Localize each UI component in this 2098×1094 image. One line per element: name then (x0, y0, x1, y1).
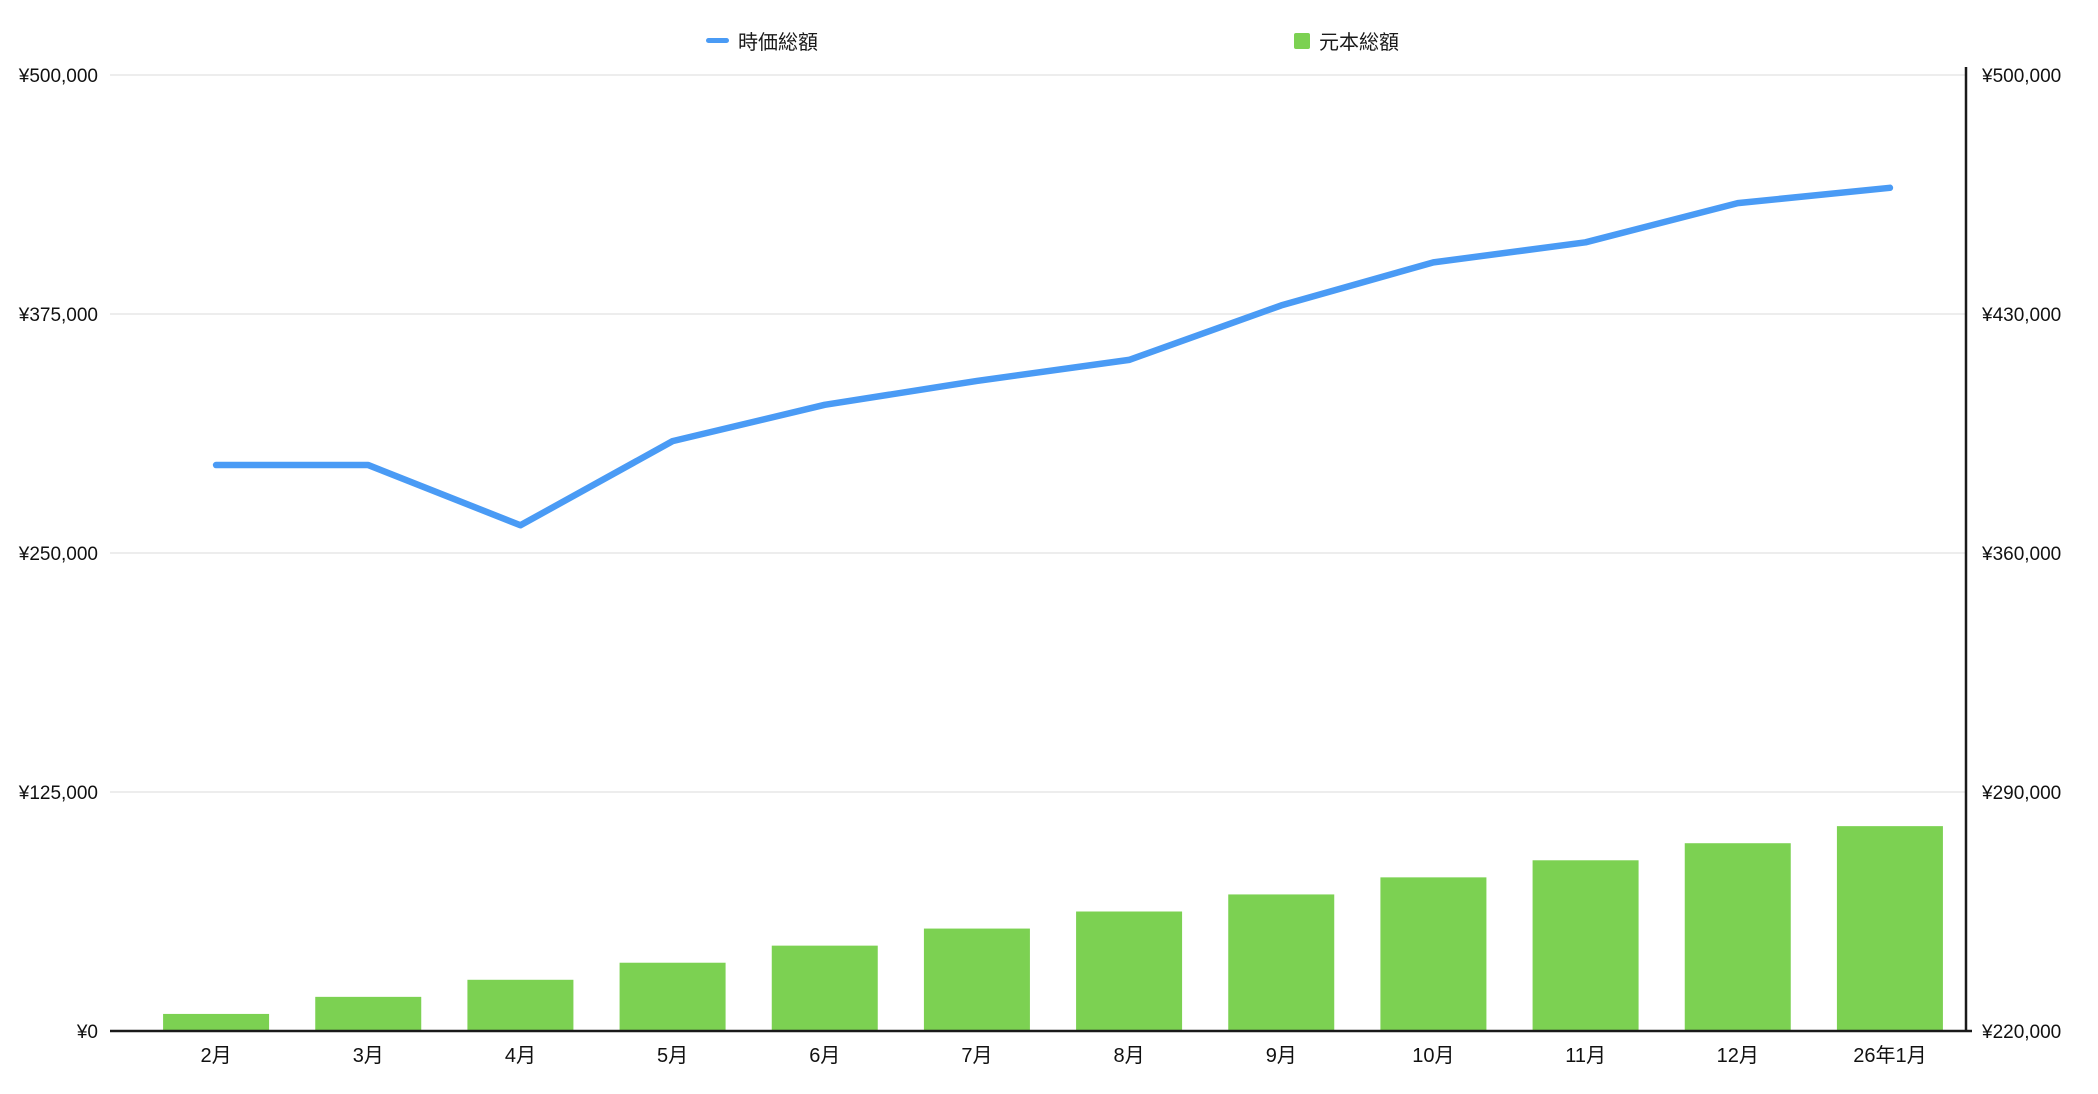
x-axis-label: 10月 (1412, 1045, 1454, 1067)
bar-8月[interactable] (1076, 911, 1183, 1032)
x-axis-label: 3月 (353, 1045, 384, 1067)
bar-7月[interactable] (923, 928, 1030, 1031)
bar-3月[interactable] (315, 996, 422, 1031)
line-series-swatch-icon (706, 38, 729, 43)
legend-item-market-value[interactable]: 時価総額 (706, 26, 818, 55)
right-axis-label: ¥430,000 (1981, 305, 2061, 326)
left-axis-label: ¥250,000 (18, 544, 98, 565)
bar-4月[interactable] (467, 979, 574, 1031)
right-axis-label: ¥220,000 (1981, 1022, 2061, 1043)
left-axis-label: ¥500,000 (18, 66, 98, 87)
right-axis-label: ¥360,000 (1981, 544, 2061, 565)
x-axis-label: 4月 (505, 1045, 536, 1067)
bar-11月[interactable] (1532, 860, 1639, 1031)
x-axis-label: 5月 (657, 1045, 688, 1067)
right-axis-label: ¥500,000 (1981, 66, 2061, 87)
bar-2月[interactable] (163, 1013, 270, 1031)
legend-label-principal: 元本総額 (1319, 32, 1399, 54)
left-axis-label: ¥0 (76, 1022, 98, 1043)
bar-12月[interactable] (1684, 843, 1791, 1031)
x-axis-label: 6月 (809, 1045, 840, 1067)
line-series-market-value[interactable] (212, 184, 1894, 529)
bar-series-swatch-icon (1294, 32, 1310, 49)
legend-item-principal[interactable]: 元本総額 (1294, 26, 1399, 55)
right-axis-label: ¥290,000 (1981, 783, 2061, 804)
left-axis-label: ¥125,000 (18, 783, 98, 804)
x-axis-label: 12月 (1717, 1045, 1759, 1067)
bar-10月[interactable] (1380, 877, 1487, 1031)
x-axis-label: 7月 (961, 1045, 992, 1067)
x-axis-label: 26年1月 (1853, 1044, 1926, 1067)
bar-26年1月[interactable] (1836, 826, 1943, 1031)
bar-5月[interactable] (619, 962, 726, 1031)
left-axis-label: ¥375,000 (18, 305, 98, 326)
x-axis-label: 9月 (1266, 1045, 1297, 1067)
x-axis-label: 8月 (1114, 1045, 1145, 1067)
legend-label-market-value: 時価総額 (738, 32, 818, 54)
bar-9月[interactable] (1228, 894, 1335, 1031)
x-axis-label: 2月 (201, 1045, 232, 1067)
x-axis-label: 11月 (1565, 1045, 1606, 1067)
bar-6月[interactable] (771, 945, 878, 1031)
